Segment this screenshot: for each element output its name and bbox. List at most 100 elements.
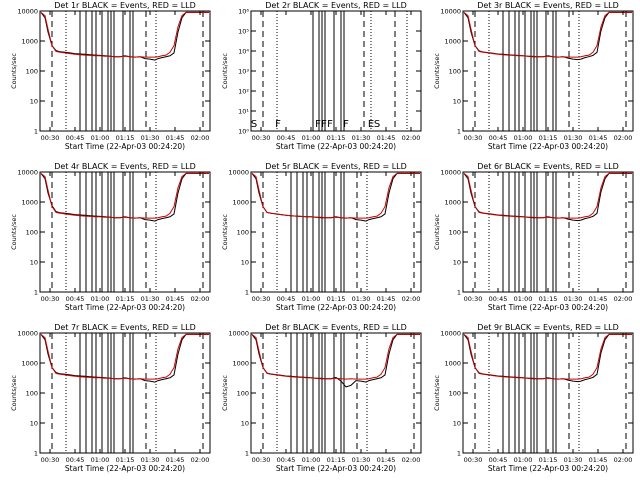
x-tick-label: 01:00	[91, 456, 110, 464]
x-tick-label: 01:15	[327, 134, 346, 142]
x-tick-label: 01:30	[141, 456, 160, 464]
y-tick-label: 1000	[444, 38, 461, 46]
lld-series-line	[40, 11, 209, 58]
y-tick-label: 1000	[444, 199, 461, 207]
y-tick-label: 10⁰	[238, 128, 249, 136]
x-tick-label: 00:45	[277, 456, 296, 464]
x-tick-label: 01:00	[514, 456, 533, 464]
plot-title: Det 6r BLACK = Events, RED = LLD	[477, 162, 619, 171]
y-tick-label: 1000	[444, 360, 461, 368]
x-tick-label: 02:00	[191, 134, 210, 142]
plot-panel-det7r: 00:30 00:45 01:00 01:15 01:30 01:45 02:00 1 10 10…	[10, 323, 211, 473]
plot-panel-det6r: 00:30 00:45 01:00 01:15 01:30 01:45 02:00 1 10 10…	[433, 162, 634, 312]
x-axis-label: Start Time (22-Apr-03 00:24:20)	[276, 142, 396, 151]
x-tick-label: 02:00	[191, 456, 210, 464]
flag-label: F	[343, 119, 349, 130]
x-tick-label: 00:30	[464, 456, 483, 464]
y-tick-label: 10	[30, 259, 38, 267]
y-tick-label: 10000	[228, 330, 249, 338]
y-tick-label: 1000	[232, 360, 249, 368]
lld-series-line	[463, 172, 632, 219]
x-tick-label: 00:45	[66, 134, 85, 142]
y-tick-label: 10000	[17, 169, 38, 177]
x-tick-label: 01:30	[352, 134, 371, 142]
x-tick-label: 01:00	[91, 295, 110, 303]
plot-panel-det4r: 00:30 00:45 01:00 01:15 01:30 01:45 02:00 1 10 10…	[10, 162, 211, 312]
x-tick-label: 00:45	[489, 456, 508, 464]
y-tick-label: 1	[34, 289, 38, 297]
x-tick-label: 02:00	[614, 134, 633, 142]
x-axis-label: Start Time (22-Apr-03 00:24:20)	[65, 303, 185, 312]
y-tick-label: 1	[457, 289, 461, 297]
plot-panel-det1r: 00:30 00:45 01:00 01:15 01:30 01:45 02:00 1 10 10…	[10, 1, 211, 151]
y-tick-label: 10⁶	[238, 8, 249, 16]
y-tick-label: 100	[26, 390, 38, 398]
y-tick-label: 10	[241, 259, 249, 267]
x-tick-label: 01:45	[589, 134, 608, 142]
x-axis-label: Start Time (22-Apr-03 00:24:20)	[276, 303, 396, 312]
x-tick-label: 01:00	[514, 134, 533, 142]
y-tick-label: 1	[457, 450, 461, 458]
x-tick-label: 01:45	[377, 295, 396, 303]
x-axis-label: Start Time (22-Apr-03 00:24:20)	[65, 142, 185, 151]
y-tick-label: 10000	[440, 330, 461, 338]
x-tick-label: 00:45	[277, 295, 296, 303]
lld-series-line	[251, 172, 420, 219]
x-axis-label: Start Time (22-Apr-03 00:24:20)	[65, 464, 185, 473]
y-tick-label: 1000	[21, 360, 38, 368]
plot-panel-det8r: 00:30 00:45 01:00 01:15 01:30 01:45 02:00 1 10 10…	[221, 323, 422, 473]
flag-label: F	[275, 119, 281, 130]
plot-title: Det 7r BLACK = Events, RED = LLD	[54, 323, 196, 332]
x-tick-label: 00:30	[464, 134, 483, 142]
x-tick-label: 01:00	[91, 134, 110, 142]
y-axis-label: Counts/sec	[10, 375, 18, 411]
x-tick-label: 01:45	[377, 456, 396, 464]
x-tick-label: 01:15	[116, 295, 135, 303]
flag-label: S	[374, 119, 380, 130]
lld-series-line	[463, 11, 632, 58]
x-tick-label: 02:00	[402, 134, 421, 142]
plot-panel-det9r: 00:30 00:45 01:00 01:15 01:30 01:45 02:00 1 10 10…	[433, 323, 634, 473]
y-axis-label: Counts/sec	[433, 53, 441, 89]
y-tick-label: 1000	[232, 199, 249, 207]
x-tick-label: 01:45	[589, 456, 608, 464]
plot-panel-det5r: 00:30 00:45 01:00 01:15 01:30 01:45 02:00 1 10 10…	[221, 162, 422, 312]
x-tick-label: 00:45	[489, 134, 508, 142]
y-tick-label: 100	[237, 229, 249, 237]
x-tick-label: 00:30	[41, 295, 60, 303]
x-tick-label: 01:45	[589, 295, 608, 303]
x-tick-label: 02:00	[191, 295, 210, 303]
x-tick-label: 02:00	[614, 295, 633, 303]
y-axis-label: Counts/sec	[10, 214, 18, 250]
x-tick-label: 01:30	[564, 134, 583, 142]
x-tick-label: 01:15	[116, 134, 135, 142]
y-tick-label: 100	[449, 229, 461, 237]
x-tick-label: 01:45	[166, 295, 185, 303]
x-tick-label: 01:30	[352, 295, 371, 303]
y-tick-label: 1	[34, 450, 38, 458]
x-tick-label: 01:30	[564, 456, 583, 464]
plot-title: Det 4r BLACK = Events, RED = LLD	[54, 162, 196, 171]
y-axis-label: Counts/sec	[221, 214, 229, 250]
x-tick-label: 00:30	[41, 456, 60, 464]
x-tick-label: 01:15	[539, 134, 558, 142]
y-tick-label: 1	[457, 128, 461, 136]
y-axis-label: Counts/sec	[433, 375, 441, 411]
x-tick-label: 00:30	[41, 134, 60, 142]
x-tick-label: 01:00	[302, 134, 321, 142]
x-tick-label: 01:30	[564, 295, 583, 303]
x-tick-label: 01:30	[352, 456, 371, 464]
y-tick-label: 10	[241, 420, 249, 428]
y-axis-label: Counts/sec	[10, 53, 18, 89]
y-tick-label: 100	[26, 68, 38, 76]
y-axis-label: Counts/sec	[221, 375, 229, 411]
plot-title: Det 9r BLACK = Events, RED = LLD	[477, 323, 619, 332]
x-tick-label: 01:45	[377, 134, 396, 142]
y-tick-label: 10	[30, 420, 38, 428]
x-tick-label: 01:15	[327, 456, 346, 464]
x-tick-label: 01:00	[302, 456, 321, 464]
y-tick-label: 1	[34, 128, 38, 136]
y-tick-label: 10³	[238, 68, 249, 76]
x-axis-label: Start Time (22-Apr-03 00:24:20)	[488, 303, 608, 312]
flag-label: S	[251, 119, 257, 130]
